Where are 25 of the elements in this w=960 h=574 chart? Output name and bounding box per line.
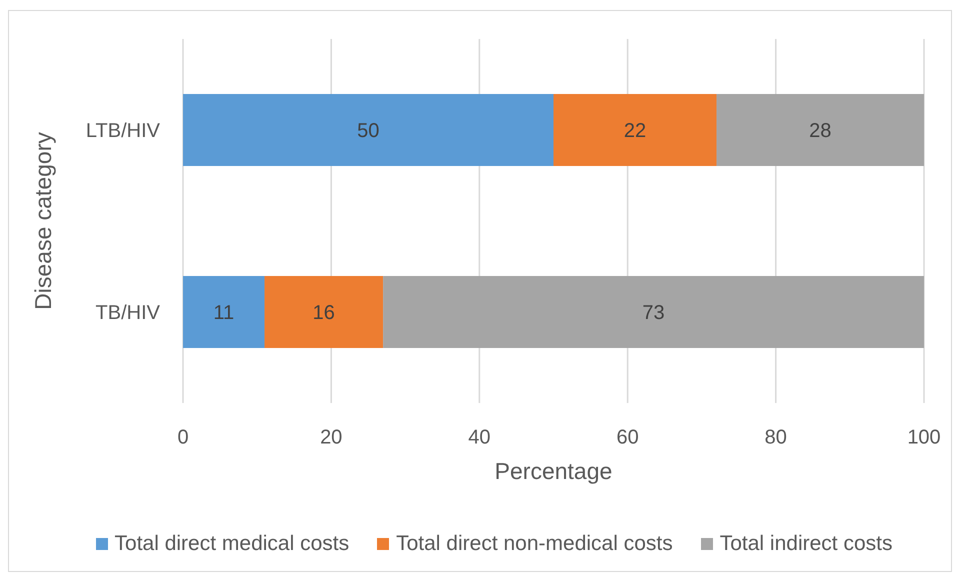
- x-tick-label: 80: [764, 426, 787, 448]
- bar: [183, 94, 554, 166]
- x-tick-label: 20: [320, 426, 342, 448]
- data-label: 11: [213, 302, 234, 324]
- x-tick-label: 0: [177, 426, 189, 448]
- bar: [183, 276, 265, 348]
- y-tick-label: TB/HIV: [96, 302, 161, 324]
- bar: [383, 276, 924, 348]
- legend-label: Total indirect costs: [720, 531, 892, 557]
- x-tick-label: 40: [468, 426, 491, 448]
- y-tick-label: LTB/HIV: [86, 120, 161, 142]
- legend-label: Total direct medical costs: [114, 531, 350, 557]
- x-tick-label: 100: [907, 426, 941, 448]
- bar: [716, 94, 924, 166]
- data-label: 50: [357, 120, 380, 142]
- data-label: 22: [624, 120, 646, 142]
- y-axis-title: Disease category: [30, 132, 56, 310]
- bar: [264, 276, 384, 348]
- x-axis-title: Percentage: [494, 458, 612, 484]
- x-tick-label: 60: [616, 426, 639, 448]
- data-label: 16: [312, 302, 335, 324]
- data-label: 73: [642, 302, 665, 324]
- bar: [554, 94, 717, 166]
- legend-label: Total direct non-medical costs: [396, 531, 673, 557]
- data-label: 28: [809, 120, 832, 142]
